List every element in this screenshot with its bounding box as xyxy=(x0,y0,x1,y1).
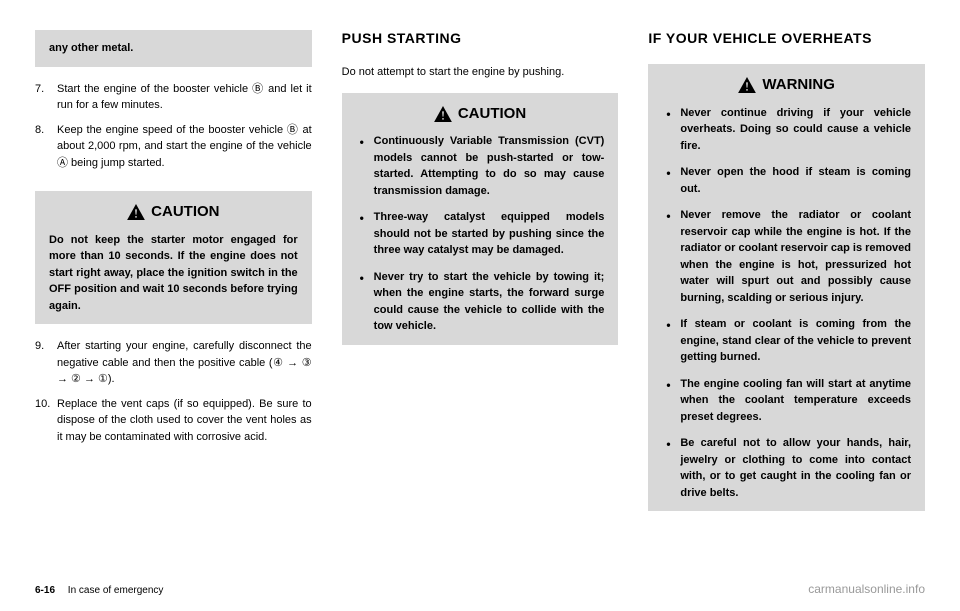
step-9: 9. After starting your engine, carefully… xyxy=(35,338,312,388)
warning-list: Never continue driving if your vehicle o… xyxy=(662,105,911,502)
warning-triangle-icon xyxy=(434,106,452,122)
caution-text: Do not keep the starter motor engaged fo… xyxy=(49,232,298,315)
warning-label: WARNING xyxy=(762,74,835,97)
column-3: IF YOUR VEHICLE OVERHEATS WARNING Never … xyxy=(648,30,925,560)
footer-section-title: In case of emergency xyxy=(68,585,164,596)
step-7: 7. Start the engine of the booster vehic… xyxy=(35,81,312,114)
step-number: 10. xyxy=(35,396,57,446)
warning-triangle-icon xyxy=(127,204,145,220)
warning-triangle-icon xyxy=(738,77,756,93)
caution-header: CAUTION xyxy=(49,201,298,224)
step-number: 9. xyxy=(35,338,57,388)
step-text: Replace the vent caps (if so equipped). … xyxy=(57,396,312,446)
step-10: 10. Replace the vent caps (if so equippe… xyxy=(35,396,312,446)
step-text: After starting your engine, carefully di… xyxy=(57,338,312,388)
page-footer: 6-16 In case of emergency carmanualsonli… xyxy=(35,582,925,596)
caution-box-2: CAUTION Continuously Variable Transmissi… xyxy=(342,93,619,345)
footer-watermark: carmanualsonline.info xyxy=(808,582,925,596)
step-number: 7. xyxy=(35,81,57,114)
warning-bullet-5: The engine cooling fan will start at any… xyxy=(662,376,911,426)
gray-fragment-box: any other metal. xyxy=(35,30,312,67)
steps-list-1: 7. Start the engine of the booster vehic… xyxy=(35,81,312,180)
warning-bullet-3: Never remove the radiator or coolant res… xyxy=(662,207,911,306)
caution-label: CAUTION xyxy=(151,201,219,224)
push-starting-intro: Do not attempt to start the engine by pu… xyxy=(342,64,619,81)
gray-fragment-text: any other metal. xyxy=(49,42,133,54)
warning-header: WARNING xyxy=(662,74,911,97)
caution-bullet-3: Never try to start the vehicle by towing… xyxy=(356,269,605,335)
column-1: any other metal. 7. Start the engine of … xyxy=(35,30,312,560)
step-number: 8. xyxy=(35,122,57,172)
warning-bullet-2: Never open the hood if steam is coming o… xyxy=(662,164,911,197)
column-2: PUSH STARTING Do not attempt to start th… xyxy=(342,30,619,560)
caution-bullet-2: Three-way catalyst equipped models shoul… xyxy=(356,209,605,259)
warning-bullet-4: If steam or coolant is coming from the e… xyxy=(662,316,911,366)
step-8: 8. Keep the engine speed of the booster … xyxy=(35,122,312,172)
caution-label: CAUTION xyxy=(458,103,526,126)
steps-list-2: 9. After starting your engine, carefully… xyxy=(35,338,312,453)
caution-bullet-1: Continuously Variable Transmission (CVT)… xyxy=(356,133,605,199)
overheats-heading: IF YOUR VEHICLE OVERHEATS xyxy=(648,30,925,46)
step-text: Start the engine of the booster vehicle … xyxy=(57,81,312,114)
caution-box: CAUTION Do not keep the starter motor en… xyxy=(35,191,312,324)
page-number: 6-16 xyxy=(35,585,55,596)
footer-left: 6-16 In case of emergency xyxy=(35,585,163,596)
step-text: Keep the engine speed of the booster veh… xyxy=(57,122,312,172)
caution-header: CAUTION xyxy=(356,103,605,126)
warning-bullet-6: Be careful not to allow your hands, hair… xyxy=(662,435,911,501)
push-starting-heading: PUSH STARTING xyxy=(342,30,619,46)
warning-box: WARNING Never continue driving if your v… xyxy=(648,64,925,511)
page-columns: any other metal. 7. Start the engine of … xyxy=(35,30,925,560)
caution-list: Continuously Variable Transmission (CVT)… xyxy=(356,133,605,335)
warning-bullet-1: Never continue driving if your vehicle o… xyxy=(662,105,911,155)
